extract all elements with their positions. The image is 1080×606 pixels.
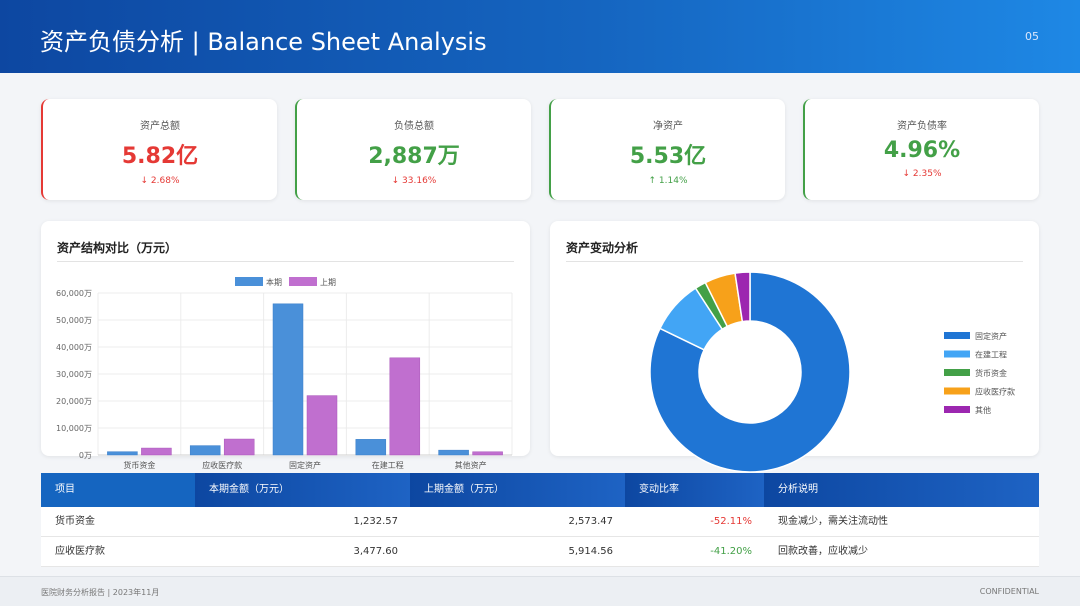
bar	[438, 449, 469, 456]
kpi-value: 4.96%	[883, 138, 961, 163]
table-header-cell: 本期金额（万元）	[195, 473, 410, 507]
header-bar: 资产负债分析 | Balance Sheet Analysis 05	[0, 0, 1080, 73]
bar	[223, 438, 255, 456]
table-header-cell: 变动比率	[625, 473, 764, 507]
footer-report-info: 医院财务分析报告 | 2023年11月	[41, 588, 160, 597]
cell-item: 货币资金	[55, 516, 95, 527]
kpi-label: 净资产	[653, 121, 683, 132]
donut-slice	[649, 271, 851, 473]
table-row: 货币资金 1,232.57 2,573.47 -52.11% 现金减少，需关注流…	[41, 507, 1039, 537]
kpi-card-net-assets: 净资产 5.53亿 ↑ 1.14%	[549, 99, 785, 200]
table-header-cell: 上期金额（万元）	[410, 473, 625, 507]
cell-note: 回款改善，应收减少	[778, 546, 868, 557]
y-tick-label: 10,000万	[56, 424, 92, 433]
bar	[306, 395, 338, 456]
x-tick-label: 应收医疗款	[202, 460, 242, 470]
legend-label: 货币资金	[975, 368, 1007, 378]
table-row: 应收医疗款 3,477.60 5,914.56 -41.20% 回款改善，应收减…	[41, 537, 1039, 567]
legend-swatch	[235, 277, 263, 286]
x-tick-label: 货币资金	[123, 460, 155, 470]
kpi-label: 负债总额	[394, 121, 434, 132]
table-header-cell: 分析说明	[764, 473, 1039, 507]
kpi-label: 资产总额	[140, 121, 180, 132]
legend-label: 在建工程	[975, 350, 1007, 360]
kpi-label: 资产负债率	[897, 121, 947, 132]
table-header-cell: 项目	[41, 473, 195, 507]
y-tick-label: 20,000万	[56, 397, 92, 406]
bar	[107, 451, 138, 456]
cell-previous: 5,914.56	[568, 546, 613, 557]
x-tick-label: 其他资产	[455, 460, 487, 470]
cell-item: 应收医疗款	[55, 546, 105, 557]
legend-swatch	[289, 277, 317, 286]
kpi-card-debt-ratio: 资产负债率 4.96% ↓ 2.35%	[803, 99, 1039, 200]
y-tick-label: 60,000万	[56, 289, 92, 298]
legend-swatch	[944, 332, 970, 339]
panel-title: 资产变动分析	[566, 241, 639, 255]
cell-current: 3,477.60	[353, 546, 398, 557]
footer-confidential: CONFIDENTIAL	[979, 587, 1039, 596]
page-title: 资产负债分析 | Balance Sheet Analysis	[40, 28, 487, 56]
kpi-card-total-liabilities: 负债总额 2,887万 ↓ 33.16%	[295, 99, 531, 200]
y-tick-label: 0万	[79, 451, 92, 460]
y-tick-label: 40,000万	[56, 343, 92, 352]
bar	[389, 357, 421, 456]
donut-slice	[734, 271, 751, 323]
footer: 医院财务分析报告 | 2023年11月 CONFIDENTIAL	[0, 576, 1080, 606]
y-tick-label: 50,000万	[56, 316, 92, 325]
kpi-change: ↓ 2.35%	[902, 169, 942, 179]
legend-label: 固定资产	[975, 331, 1007, 341]
cell-note: 现金减少，需关注流动性	[778, 516, 888, 527]
kpi-card-total-assets: 资产总额 5.82亿 ↓ 2.68%	[41, 99, 277, 200]
legend-label: 其他	[975, 405, 991, 415]
asset-table: 项目 本期金额（万元） 上期金额（万元） 变动比率 分析说明 货币资金 1,23…	[41, 473, 1039, 567]
kpi-change: ↓ 33.16%	[391, 176, 437, 186]
legend-swatch	[944, 369, 970, 376]
legend-label: 上期	[320, 278, 336, 287]
kpi-change: ↑ 1.14%	[648, 176, 688, 186]
bar	[472, 451, 503, 456]
panel-title: 资产结构对比（万元）	[57, 241, 178, 255]
panel-divider	[57, 261, 514, 262]
cell-previous: 2,573.47	[568, 516, 613, 527]
cell-ratio: -41.20%	[710, 546, 752, 557]
legend-label: 应收医疗款	[975, 387, 1015, 397]
kpi-change: ↓ 2.68%	[140, 176, 180, 186]
legend-swatch	[944, 350, 970, 358]
bar	[272, 303, 304, 456]
kpi-value: 5.53亿	[629, 144, 707, 169]
bar	[141, 447, 172, 456]
page-number: 05	[1025, 30, 1039, 43]
bar	[355, 439, 387, 456]
legend-label: 本期	[266, 277, 282, 287]
panel-divider	[566, 261, 1023, 262]
kpi-value: 2,887万	[368, 144, 460, 169]
cell-ratio: -52.11%	[710, 516, 752, 527]
y-tick-label: 30,000万	[56, 370, 92, 379]
kpi-value: 5.82亿	[121, 144, 199, 169]
table-header: 项目 本期金额（万元） 上期金额（万元） 变动比率 分析说明	[41, 473, 1039, 507]
asset-structure-bar-chart: 本期 上期 0万 10,000万 20,000万 30,000万 40,000万 50,000…	[56, 277, 513, 470]
legend-swatch	[944, 406, 970, 413]
cell-current: 1,232.57	[353, 516, 398, 527]
x-tick-label: 固定资产	[289, 460, 321, 470]
bar	[189, 445, 221, 456]
x-tick-label: 在建工程	[372, 460, 404, 470]
legend-swatch	[944, 387, 970, 395]
